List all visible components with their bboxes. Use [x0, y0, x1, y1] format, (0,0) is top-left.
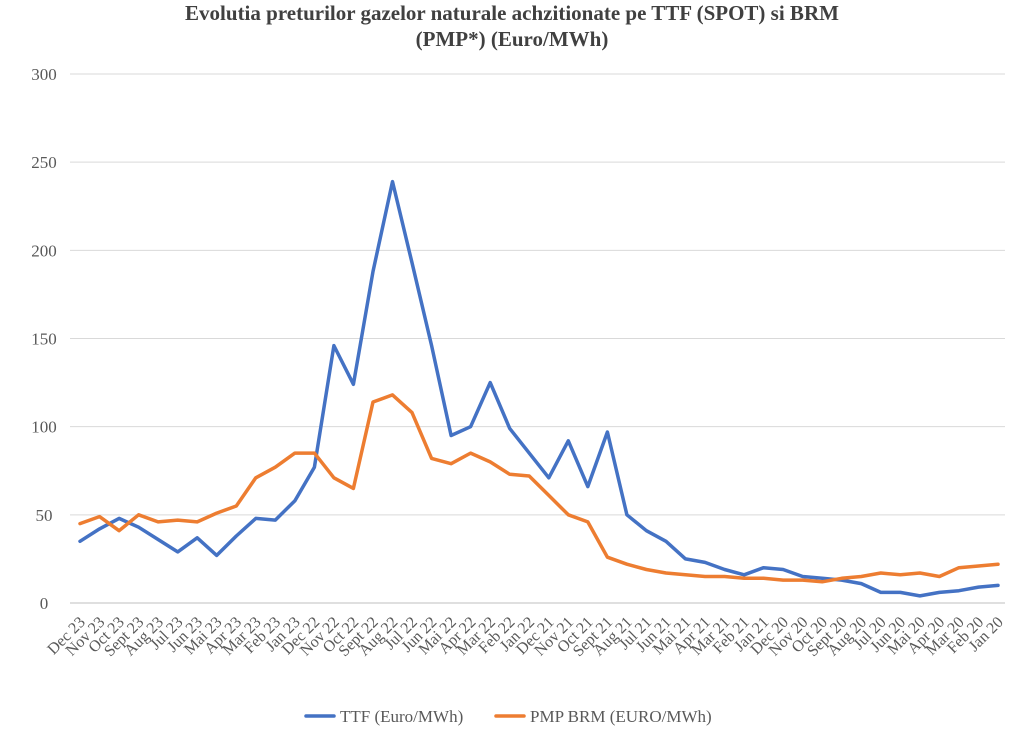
y-tick-label: 300: [31, 65, 57, 84]
y-tick-label: 0: [40, 594, 49, 613]
series-line-ttf: [78, 179, 1000, 598]
y-tick-label: 200: [31, 241, 57, 260]
series-lines: [78, 179, 1000, 598]
chart-title-line-2: (PMP*) (Euro/MWh): [415, 27, 609, 51]
y-tick-label: 250: [31, 153, 57, 172]
gridlines: [70, 73, 1005, 604]
chart-title: Evolutia preturilor gazelor naturale ach…: [0, 0, 1024, 52]
legend-label: PMP BRM (EURO/MWh): [530, 707, 712, 726]
y-axis-ticks: 0 50 100 150 200 250 300: [31, 65, 57, 613]
legend: TTF (Euro/MWh) PMP BRM (EURO/MWh): [304, 707, 712, 726]
y-tick-label: 50: [36, 506, 53, 525]
y-tick-label: 150: [31, 330, 57, 349]
chart-title-line-1: Evolutia preturilor gazelor naturale ach…: [185, 1, 839, 25]
series-line-pmp-brm: [78, 393, 1000, 584]
y-tick-label: 100: [31, 418, 57, 437]
legend-label: TTF (Euro/MWh): [340, 707, 463, 726]
